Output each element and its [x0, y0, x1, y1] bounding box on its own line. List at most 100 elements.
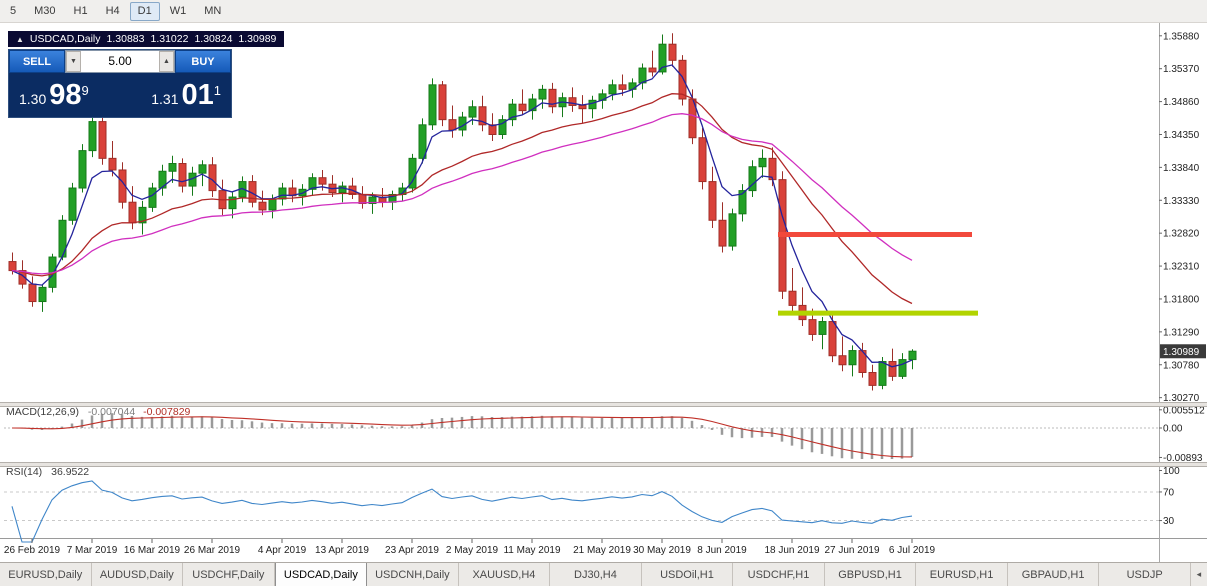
candle-body — [388, 193, 397, 203]
panel-splitter[interactable] — [0, 462, 1207, 467]
sell-button[interactable]: SELL — [9, 50, 65, 73]
ask-price-pips: 01 — [181, 79, 214, 111]
candle-body — [668, 43, 677, 61]
candle-body — [368, 196, 377, 205]
candle-body — [308, 177, 317, 190]
candle-body — [108, 157, 117, 171]
candle-body — [638, 67, 647, 84]
tab-usdchf-h1[interactable]: USDCHF,H1 — [733, 563, 825, 586]
tab-xauusd-h4[interactable]: XAUUSD,H4 — [459, 563, 551, 586]
candle-body — [808, 319, 817, 335]
candle-body — [818, 321, 827, 335]
chart-tabs: EURUSD,Daily AUDUSD,Daily USDCHF,Daily U… — [0, 562, 1207, 586]
tab-dj30-h4[interactable]: DJ30,H4 — [550, 563, 642, 586]
tab-usdoil-h1[interactable]: USDOil,H1 — [642, 563, 734, 586]
candle-body — [728, 213, 737, 247]
candle-body — [28, 283, 37, 303]
candle-body — [568, 97, 577, 106]
tab-usdjpy[interactable]: USDJP — [1099, 563, 1191, 586]
candle-body — [148, 187, 157, 208]
candle-body — [328, 183, 337, 194]
candle-body — [188, 172, 197, 187]
candle-body — [428, 84, 437, 126]
rsi-axis-label: 70 — [1163, 487, 1175, 498]
tab-gbpaud-h1[interactable]: GBPAUD,H1 — [1008, 563, 1100, 586]
price-axis-label: 1.33840 — [1163, 163, 1200, 174]
candle-body — [538, 88, 547, 100]
candle-body — [268, 198, 277, 211]
timeframe-button-w1[interactable]: W1 — [169, 4, 187, 17]
tab-usdchf-daily[interactable]: USDCHF,Daily — [183, 563, 275, 586]
bid-price-base: 1.30 — [19, 91, 47, 107]
price-axis-label: 1.34350 — [1163, 130, 1200, 141]
price-axis-label: 1.35880 — [1163, 31, 1200, 42]
candle-body — [158, 170, 167, 189]
candle-body — [528, 98, 537, 112]
tab-eurusd-daily[interactable]: EURUSD,Daily — [0, 563, 92, 586]
candle-body — [588, 99, 597, 110]
timeframe-button-m5[interactable]: 5 — [10, 4, 17, 17]
ask-price[interactable]: 1.31 01 1 — [151, 77, 221, 113]
candle-body — [648, 67, 657, 73]
candle-body — [598, 93, 607, 101]
tab-usdcnh-daily[interactable]: USDCNH,Daily — [367, 563, 459, 586]
price-axis-label: 1.35370 — [1163, 64, 1200, 75]
rsi-axis-label: 30 — [1163, 516, 1175, 527]
timeframe-button-m30[interactable]: M30 — [34, 4, 56, 17]
lot-increase-button[interactable]: ▲ — [159, 51, 174, 72]
ask-price-base: 1.31 — [151, 91, 179, 107]
candle-body — [168, 163, 177, 172]
price-axis-label: 1.31800 — [1163, 294, 1200, 305]
candle-body — [738, 190, 747, 215]
candle-body — [518, 103, 527, 112]
bid-price[interactable]: 1.30 98 9 — [19, 77, 89, 113]
timeframe-button-d1[interactable]: D1 — [129, 1, 160, 21]
candle-body — [408, 157, 417, 189]
candle-body — [678, 59, 687, 100]
buy-button[interactable]: BUY — [175, 50, 231, 73]
candle-body — [348, 185, 357, 195]
timeframe-button-mn[interactable]: MN — [204, 4, 222, 17]
price-axis-label: 1.30780 — [1163, 360, 1200, 371]
tab-usdcad-daily[interactable]: USDCAD,Daily — [274, 563, 368, 586]
tab-eurusd-h1[interactable]: EURUSD,H1 — [916, 563, 1008, 586]
rsi-axis-label: 100 — [1163, 466, 1180, 477]
candle-body — [888, 361, 897, 377]
candle-body — [418, 124, 427, 159]
candle-body — [8, 261, 17, 272]
candle-body — [78, 150, 87, 189]
tab-gbpusd-h1[interactable]: GBPUSD,H1 — [825, 563, 917, 586]
candle-body — [208, 164, 217, 192]
candle-body — [548, 88, 557, 108]
macd-signal-line — [11, 416, 913, 458]
candle-body — [238, 181, 247, 198]
tab-audusd-daily[interactable]: AUDUSD,Daily — [92, 563, 184, 586]
price-axis-label: 1.31290 — [1163, 327, 1200, 338]
candle-body — [468, 106, 477, 118]
candle-body — [698, 137, 707, 183]
timeframe-button-h4[interactable]: H4 — [105, 4, 120, 17]
candle-body — [338, 185, 347, 194]
candle-body — [618, 84, 627, 90]
lot-size-input[interactable]: 5.00 — [108, 54, 132, 68]
ask-price-point: 1 — [213, 83, 221, 98]
chart-icon: ▲ — [16, 34, 24, 44]
candle-body — [488, 124, 497, 135]
candle-body — [118, 169, 127, 203]
candle-body — [898, 359, 907, 377]
price-axis-label: 1.33330 — [1163, 196, 1200, 207]
price-axis-label: 1.32820 — [1163, 229, 1200, 240]
rsi-name: RSI(14) — [6, 466, 43, 478]
timeframe-button-h1[interactable]: H1 — [73, 4, 88, 17]
timeframe-toolbar: 5 M30 H1 H4 D1 W1 MN — [0, 0, 1207, 23]
tab-scroll-left-icon[interactable]: ◂ — [1196, 569, 1202, 579]
panel-splitter[interactable] — [0, 402, 1207, 407]
lot-decrease-button[interactable]: ▼ — [66, 51, 81, 72]
one-click-trading-panel: SELL ▼ 5.00 ▲ BUY 1.30 98 9 1.31 01 1 — [8, 49, 232, 118]
ohlc-close: 1.30989 — [238, 33, 277, 45]
candle-body — [878, 361, 887, 386]
candle-body — [478, 106, 487, 126]
rsi-value: 36.9522 — [51, 466, 90, 478]
macd-signal-value: -0.007829 — [143, 406, 191, 418]
